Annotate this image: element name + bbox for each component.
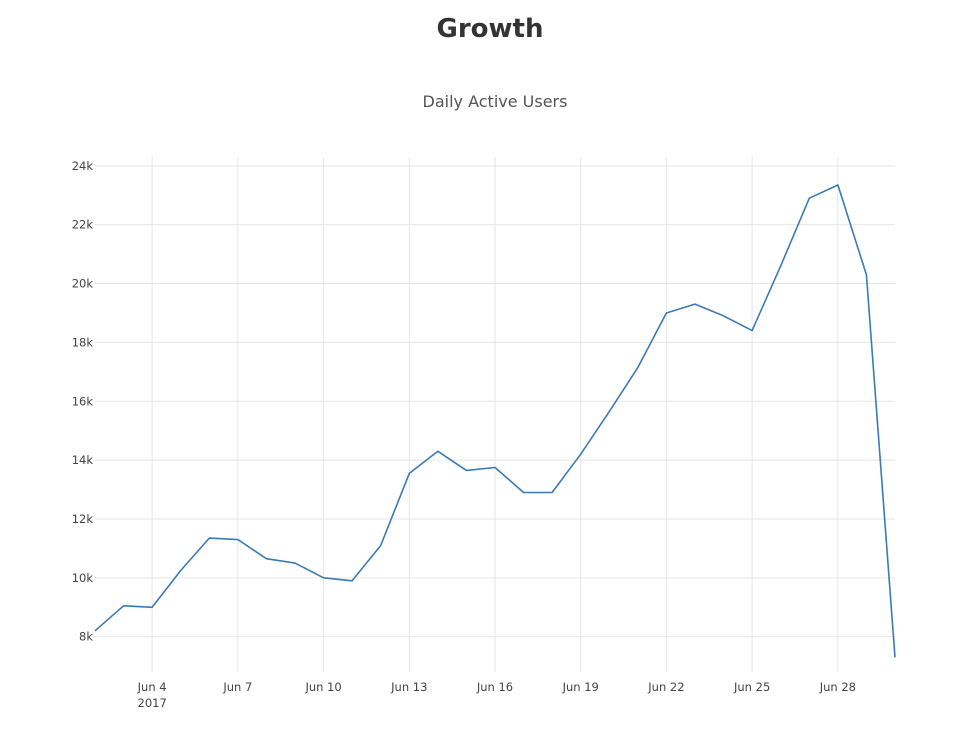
x-tick-label: Jun 13 xyxy=(390,680,427,694)
grid xyxy=(95,157,895,672)
y-tick-label: 10k xyxy=(72,571,94,585)
x-tick-year-label: 2017 xyxy=(138,696,167,710)
y-tick-label: 14k xyxy=(72,453,94,467)
y-axis: 8k 10k 12k 14k 16k 18k 20k 22k 24k xyxy=(72,159,94,644)
y-tick-label: 22k xyxy=(72,218,94,232)
x-tick-label: Jun 25 xyxy=(733,680,770,694)
x-tick-label: Jun 7 xyxy=(222,680,252,694)
series-group[interactable] xyxy=(94,184,896,658)
y-tick-label: 16k xyxy=(72,394,94,408)
x-tick-label: Jun 28 xyxy=(819,680,856,694)
y-tick-label: 8k xyxy=(79,630,93,644)
y-tick-label: 18k xyxy=(72,335,94,349)
x-tick-label: Jun 19 xyxy=(562,680,599,694)
x-tick-label: Jun 22 xyxy=(647,680,684,694)
x-tick-label: Jun 16 xyxy=(476,680,513,694)
x-tick-label: Jun 4 xyxy=(137,680,167,694)
y-tick-label: 24k xyxy=(72,159,94,173)
series-line[interactable] xyxy=(94,184,896,658)
y-tick-label: 12k xyxy=(72,512,94,526)
x-tick-label: Jun 10 xyxy=(304,680,341,694)
x-axis: Jun 4 2017 Jun 7 Jun 10 Jun 13 Jun 16 Jun 19 Ju… xyxy=(137,680,856,710)
y-tick-label: 20k xyxy=(72,277,94,291)
page-title: Growth xyxy=(436,14,544,44)
chart-title: Daily Active Users xyxy=(423,92,568,111)
